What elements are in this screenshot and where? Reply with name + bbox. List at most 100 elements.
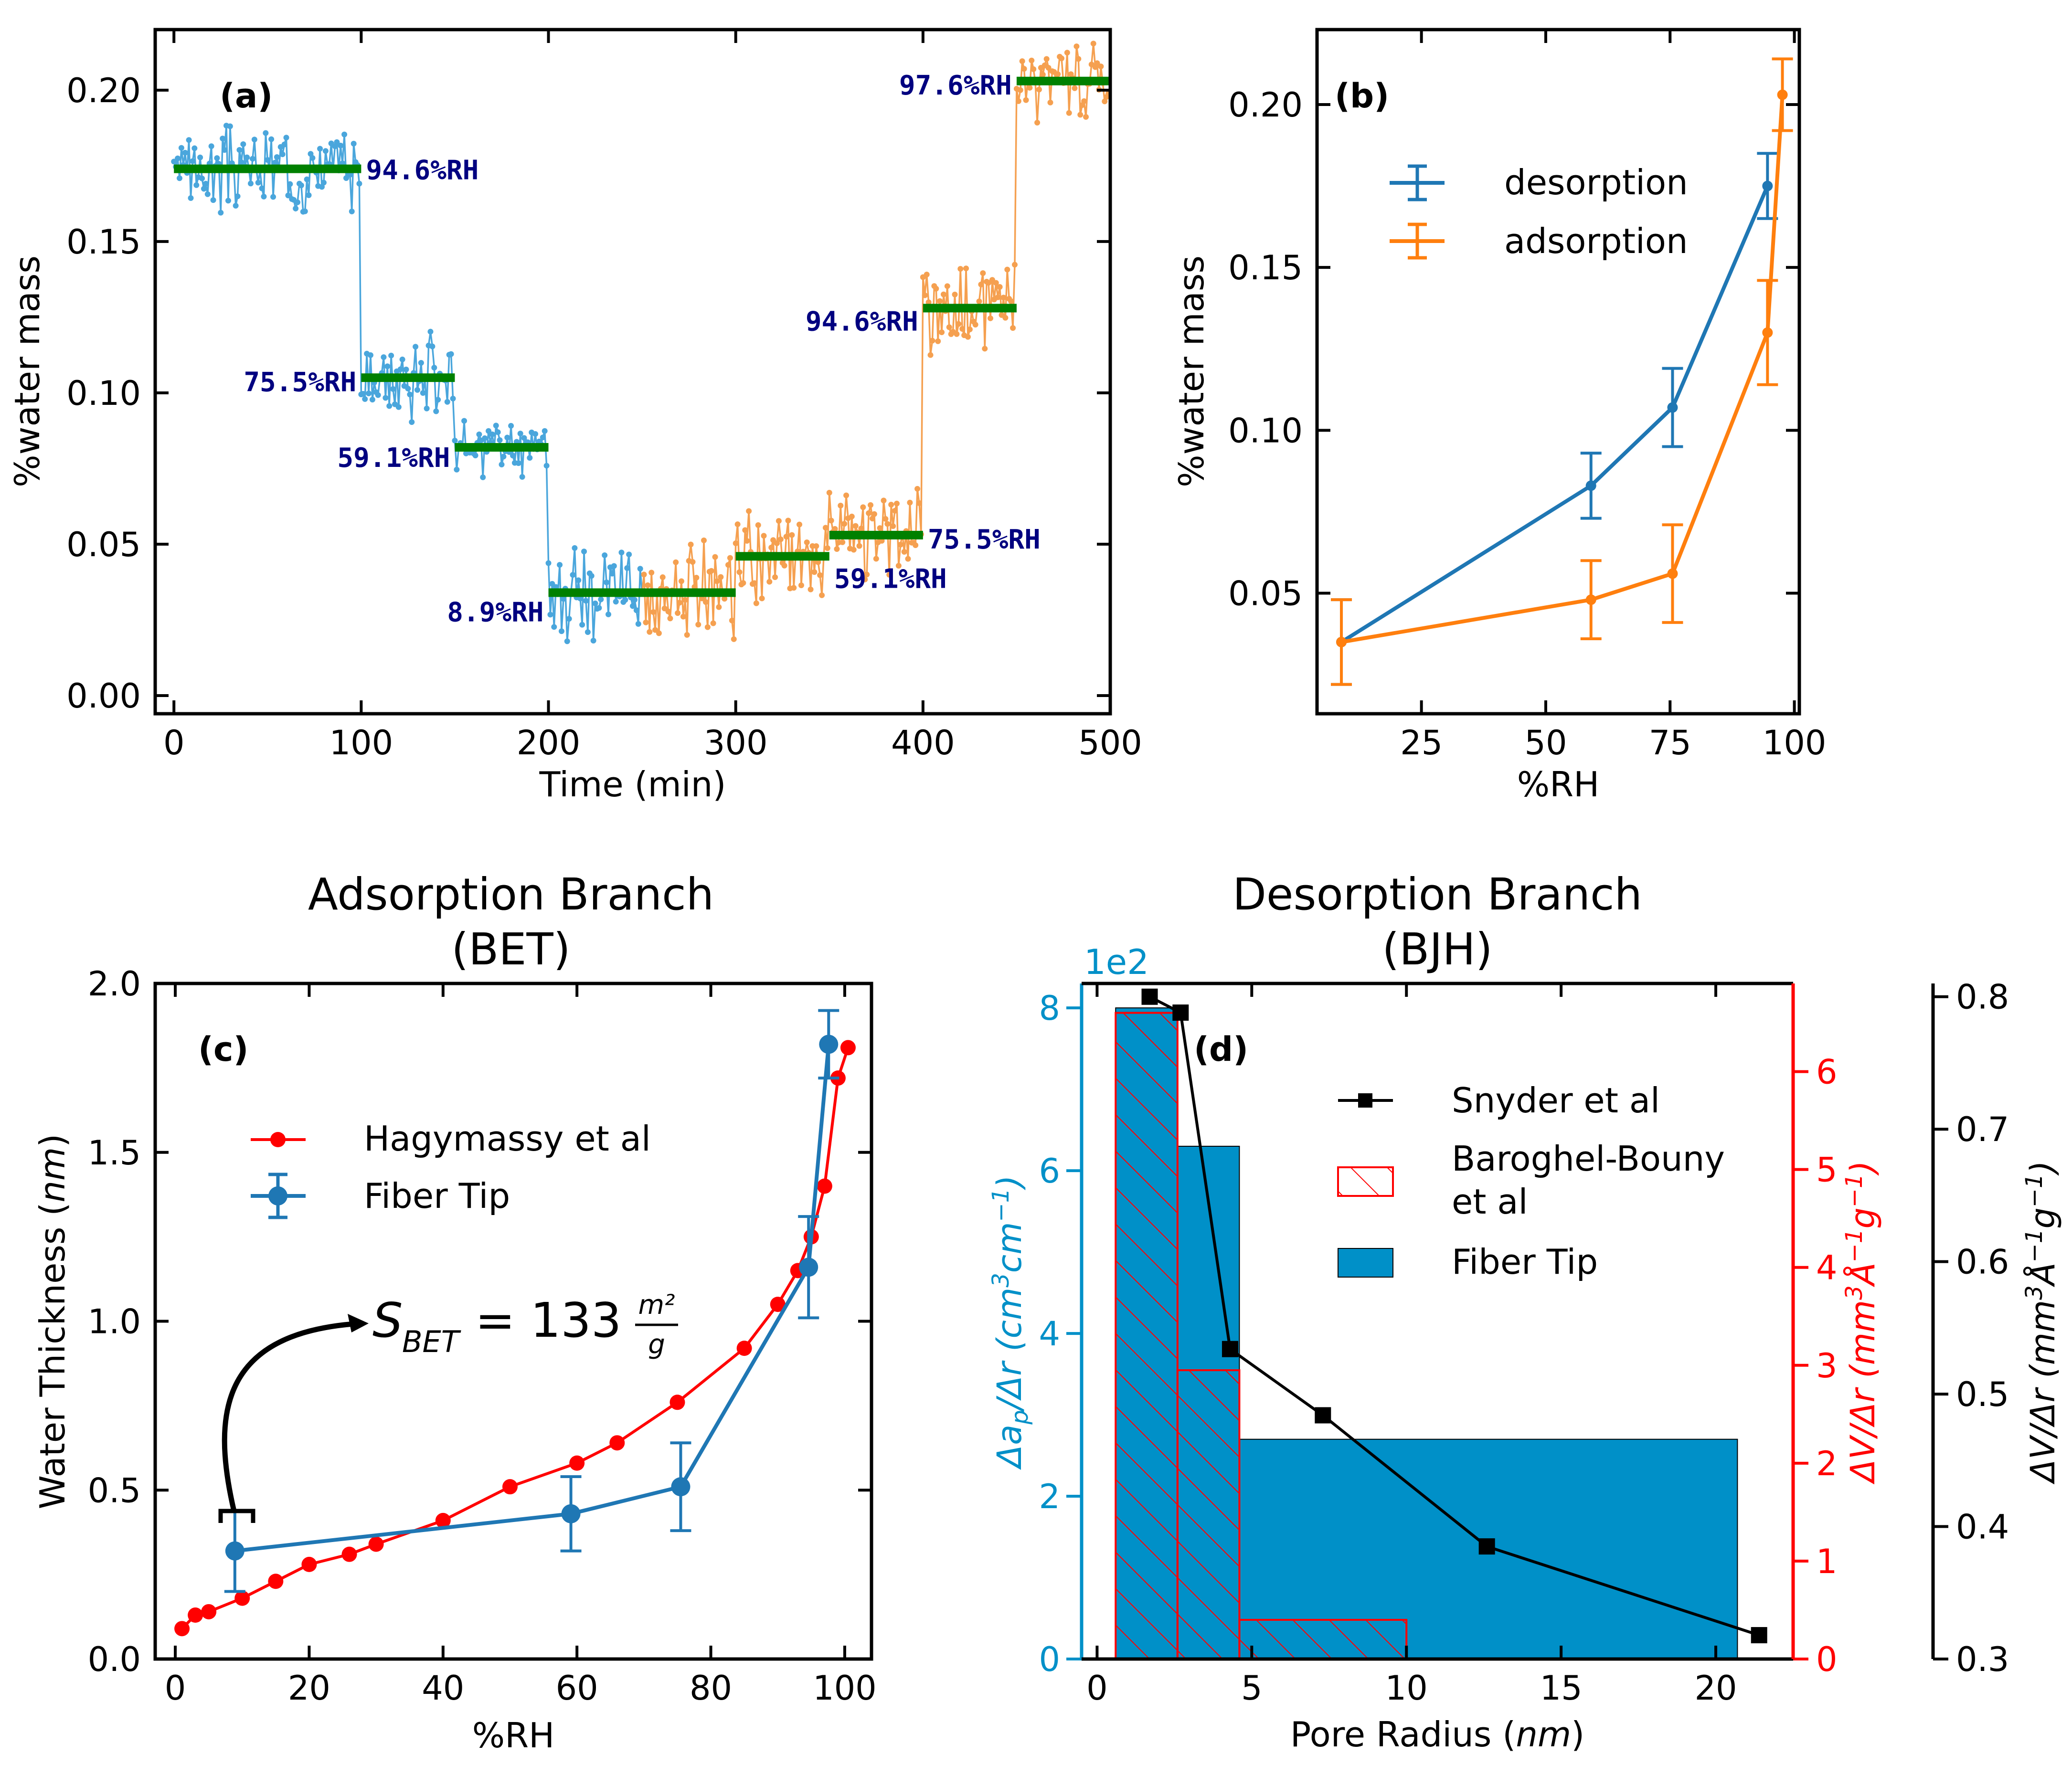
series-orange-point [897,541,903,548]
series-blue-point [171,159,177,165]
series-blue-point [362,396,368,402]
y-tick-label: 0.05 [66,525,141,564]
panel-a-xlabel: Time (min) [539,764,726,804]
series-blue-point [386,403,393,409]
series-blue-point [572,545,578,551]
panel-c-label: (c) [198,1030,248,1069]
series-orange-point [673,559,679,565]
panel-a-annotations: 94.6%RH 75.5%RH 59.1%RH 8.9%RH 59.1%RH 75.5%R… [244,70,1041,628]
sbet-symbol: S [372,1292,403,1348]
series-orange-point [813,543,819,549]
snyder-point [1751,1627,1767,1644]
series-blue-point [263,130,269,136]
series-blue-point [452,437,458,444]
series-orange-point [901,549,907,555]
hagymassy-point [201,1604,217,1619]
panel-c-xlabel: %RH [472,1715,555,1755]
series-orange-point [925,299,932,306]
series-blue-point [527,455,533,461]
series-orange-point [852,523,859,529]
legend-fibertip-swatch [1338,1248,1393,1278]
series-orange-point [727,555,733,561]
red-y-tick-label: 4 [1816,1248,1838,1288]
series-orange-point [647,629,653,635]
series-orange-point [699,595,705,602]
series-orange-point [978,281,984,287]
series-blue-point [190,158,196,164]
series-orange-point [1066,110,1072,116]
series-orange-point [682,597,688,603]
x-tick-label: 100 [1763,723,1827,762]
series-orange-point [1073,43,1080,50]
series-orange-point [890,523,896,529]
series-blue-point [182,149,188,156]
series-blue-point [450,395,456,402]
series-blue-point [418,360,424,366]
series-orange-point [736,569,743,575]
series-orange-point [718,574,724,580]
panel-a: 0 100 200 300 400 500 0.00 0.05 0.10 0.15 0.20 (a)… [7,28,1142,804]
series-orange-point [774,540,780,547]
series-blue-point [637,566,643,572]
series-orange-point [826,489,832,496]
series-orange-point [927,352,934,358]
series-blue-point [480,474,486,480]
panel-a-frame [153,28,1112,716]
series-orange-point [940,291,946,297]
series-blue-point [590,637,596,644]
series-blue-point [409,419,415,425]
series-orange-point [804,539,810,546]
series-blue-point [204,191,211,197]
series-orange-point [1098,63,1104,70]
series-orange-point [871,511,877,517]
legend-baroghel-label-line2: et al [1452,1182,1528,1222]
desorption-point [1667,402,1678,413]
series-blue-point [557,562,563,568]
series-blue-point [596,605,602,611]
series-blue-point [375,392,381,398]
series-blue-point [298,182,304,189]
y-tick-label: 0.05 [1228,574,1303,613]
series-orange-point [822,525,829,531]
series-orange-point [965,334,971,340]
snyder-point [1478,1538,1495,1555]
series-orange-point [716,604,722,610]
sbet-subscript: BET [402,1324,461,1359]
series-orange-point [1094,60,1100,66]
series-blue-point [334,139,340,145]
series-blue-point [268,136,275,142]
series-blue-point [366,391,372,397]
series-blue-point [383,395,389,401]
series-orange-point [798,582,804,589]
y-tick-label: 1.5 [88,1133,141,1173]
panel-b-ticks: 25 50 75 100 0.05 0.10 0.15 0.20 [1228,30,1826,762]
series-orange-point [712,554,718,560]
series-orange-point [740,580,746,586]
series-orange-point [680,613,686,620]
baroghel-bar [1238,1618,1408,1660]
series-blue-point [405,385,411,391]
sbet-arrow-head [348,1314,369,1332]
panel-d-offset-label: 1e2 [1084,942,1149,982]
left-y-tick-label: 2 [1039,1477,1060,1516]
y-tick-label: 0.20 [1228,85,1303,125]
panel-b-label: (b) [1335,76,1389,116]
series-orange-point [684,632,690,638]
black-y-tick-label: 0.3 [1956,1640,2009,1679]
series-blue-point [210,197,216,203]
series-orange-point [849,513,855,519]
series-blue-point [320,180,327,186]
series-orange-point [843,492,850,498]
fibertip-point [561,1504,581,1523]
x-tick-label: 10 [1385,1669,1428,1708]
hagymassy-point [669,1395,685,1410]
series-orange-point [995,294,1001,300]
series-orange-point [768,544,775,550]
series-orange-point [1017,87,1023,93]
x-tick-label: 50 [1524,723,1567,762]
series-blue-point [413,344,419,350]
series-orange-point [1010,325,1016,331]
series-blue-point [317,146,323,152]
series-orange-point [892,507,898,514]
